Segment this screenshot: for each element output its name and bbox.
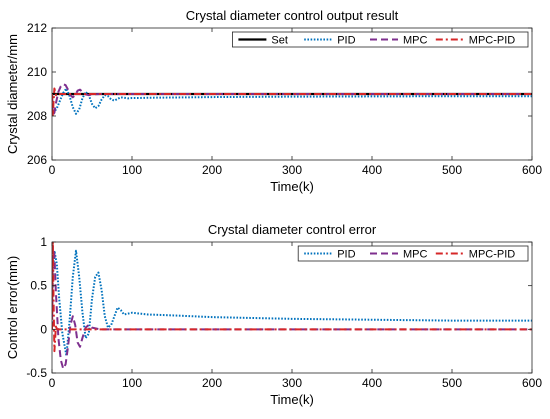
x-tick-label: 100 [122, 376, 142, 390]
x-tick-label: 300 [282, 163, 302, 177]
chart-title: Crystal diameter control error [208, 222, 377, 237]
legend-box [231, 31, 529, 48]
legend: PID MPC MPC-PID [297, 245, 529, 262]
x-axis-label: Time(k) [270, 392, 314, 407]
y-tick-label: 212 [27, 21, 47, 35]
x-tick-label: 500 [442, 163, 462, 177]
legend-label: MPC-PID [469, 249, 516, 261]
series-group [52, 242, 532, 370]
legend: Set PID MPC MPC-PID [231, 31, 529, 48]
x-tick-label: 400 [362, 376, 382, 390]
x-tick-label: 200 [202, 376, 222, 390]
y-axis-label: Crystal diameter/mm [5, 34, 20, 154]
series-line-pid [52, 249, 532, 357]
y-tick-label: 1 [40, 235, 47, 249]
legend-label: MPC [403, 35, 428, 47]
series-group [52, 83, 532, 117]
chart-title: Crystal diameter control output result [186, 8, 399, 23]
x-axis-label: Time(k) [270, 179, 314, 194]
y-tick-label: 206 [27, 153, 47, 167]
y-tick-label: -0.5 [26, 366, 47, 380]
y-axis-label: Control error(mm) [5, 256, 20, 359]
subplot-2: Crystal diameter control error 0 100 200 300… [5, 222, 542, 407]
x-tick-label: 200 [202, 163, 222, 177]
x-tick-label: 0 [49, 376, 56, 390]
x-tick-label: 600 [522, 376, 542, 390]
x-tick-label: 100 [122, 163, 142, 177]
x-tick-label: 300 [282, 376, 302, 390]
legend-box [297, 245, 529, 262]
legend-label: PID [337, 35, 355, 47]
x-tick-label: 600 [522, 163, 542, 177]
x-tick-label: 500 [442, 376, 462, 390]
y-tick-label: 0 [40, 322, 47, 336]
legend-label: MPC [403, 249, 428, 261]
legend-label: PID [337, 249, 355, 261]
legend-label: MPC-PID [469, 35, 516, 47]
series-line-mpc [52, 245, 532, 370]
series-line-mpc-pid [52, 242, 532, 353]
x-tick-label: 400 [362, 163, 382, 177]
subplot-1: Crystal diameter control output result 0 1… [5, 8, 542, 194]
y-tick-label: 208 [27, 109, 47, 123]
series-line-pid [52, 87, 532, 115]
legend-label: Set [271, 35, 288, 47]
x-tick-label: 0 [49, 163, 56, 177]
y-tick-label: 0.5 [30, 279, 47, 293]
series-line-mpc-pid [52, 87, 532, 117]
y-tick-label: 210 [27, 65, 47, 79]
